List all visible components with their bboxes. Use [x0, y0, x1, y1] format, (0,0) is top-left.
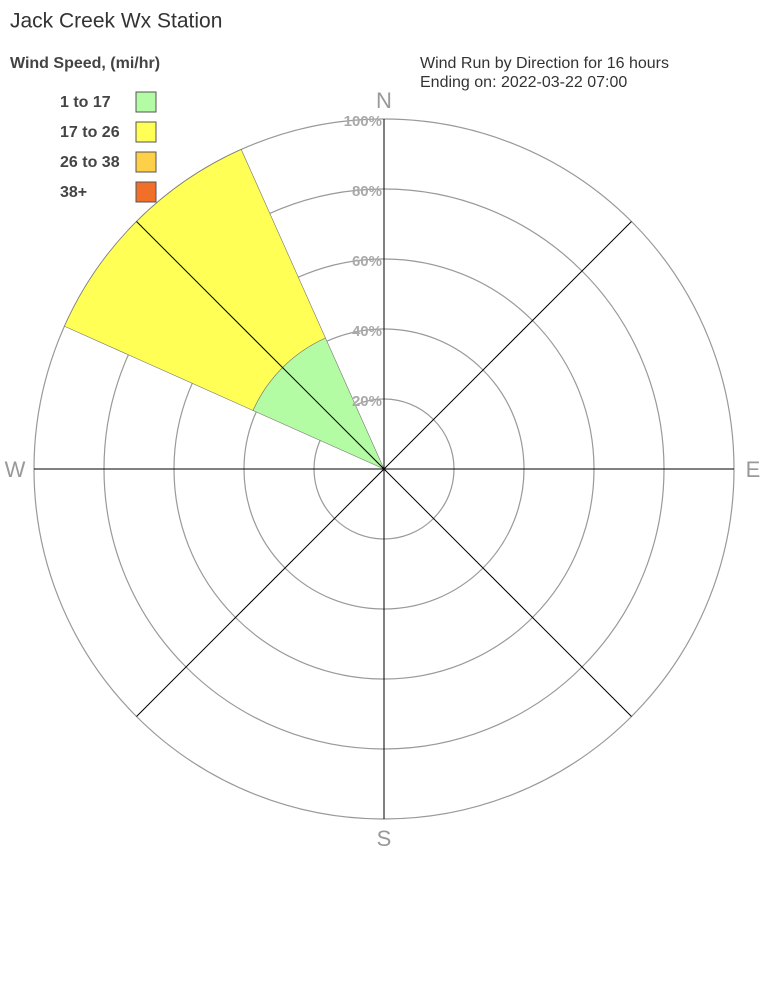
r-tick-label: 60%	[352, 253, 382, 270]
r-tick-label: 20%	[352, 393, 382, 410]
legend-label: 38+	[60, 184, 87, 201]
r-tick-label: 100%	[344, 113, 382, 130]
spoke	[383, 468, 632, 717]
legend-label: 17 to 26	[60, 124, 120, 141]
spoke	[136, 468, 385, 717]
chart-title: Jack Creek Wx Station	[10, 10, 222, 33]
r-tick-label: 80%	[352, 183, 382, 200]
spoke	[136, 221, 385, 470]
direction-label: S	[377, 826, 392, 851]
legend-swatch	[135, 121, 157, 143]
legend-label: 1 to 17	[60, 94, 111, 111]
legend-title: Wind Speed, (mi/hr)	[10, 55, 160, 72]
spoke	[383, 221, 632, 470]
legend-swatch	[135, 181, 157, 203]
subtitle: Wind Run by Direction for 16 hours	[420, 55, 669, 72]
legend-label: 26 to 38	[60, 154, 120, 171]
legend-swatch	[135, 91, 157, 113]
direction-label: N	[376, 88, 392, 113]
direction-label: E	[746, 457, 761, 482]
r-tick-label: 40%	[352, 323, 382, 340]
subtitle: Ending on: 2022-03-22 07:00	[420, 74, 627, 91]
direction-label: W	[5, 457, 26, 482]
legend-swatch	[135, 151, 157, 173]
